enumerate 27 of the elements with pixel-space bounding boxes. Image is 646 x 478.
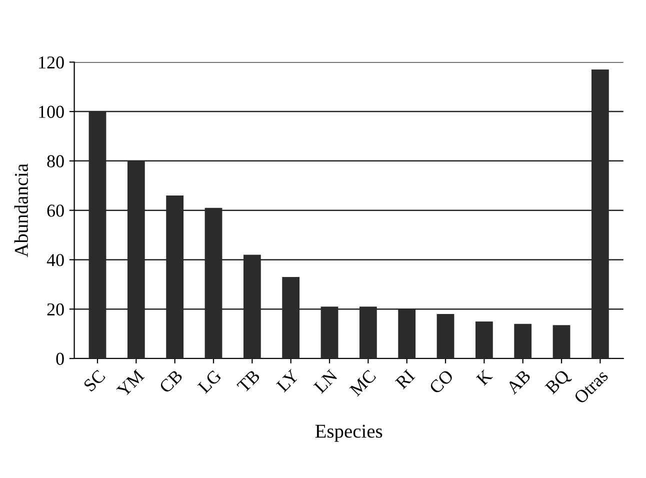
bar	[552, 325, 570, 358]
x-axis-title: Especies	[315, 424, 382, 442]
y-axis-title: Abundancia	[14, 164, 28, 258]
bar	[436, 314, 454, 358]
y-tick-label: 0	[56, 352, 64, 365]
y-tick-label: 20	[47, 303, 64, 316]
x-tick-label: AB	[506, 369, 532, 395]
x-tick-label: K	[476, 368, 493, 386]
x-tick-label: MC	[349, 369, 376, 397]
x-tick-label: Otras	[573, 369, 609, 404]
x-tick-label: RI	[394, 369, 416, 390]
bar	[514, 324, 532, 358]
x-tick-label: CB	[158, 369, 184, 394]
y-tick-label: 80	[47, 155, 64, 168]
x-tick-label: LN	[313, 369, 338, 394]
y-tick-label: 60	[47, 204, 64, 217]
x-tick-label: LY	[276, 369, 300, 392]
y-tick-label: 100	[39, 106, 64, 118]
bar	[475, 321, 493, 358]
y-tick-label: 40	[46, 254, 64, 266]
x-tick-label: SC	[83, 369, 106, 392]
x-tick-label: BQ	[544, 368, 572, 397]
y-tick-label: 120	[39, 56, 64, 69]
x-tick-label: LG	[197, 369, 222, 394]
x-tick-label: YM	[116, 369, 145, 398]
x-tick-label: TB	[236, 369, 260, 394]
x-tick-label: CO	[428, 369, 454, 394]
